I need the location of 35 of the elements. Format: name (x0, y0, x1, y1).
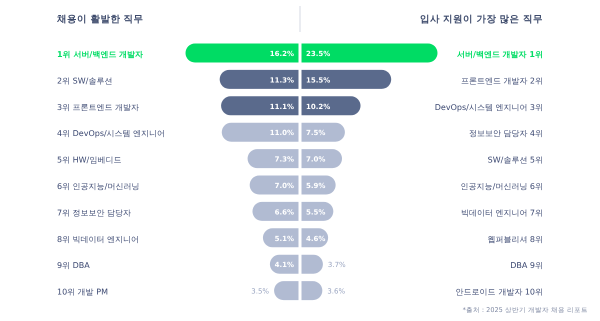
bar (302, 96, 361, 116)
y-tick-label: 인공지능/머신러닝 6위 (460, 182, 543, 191)
y-tick-label: 10위 개발 PM (57, 288, 108, 297)
y-tick-label: 4위 DevOps/시스템 엔지니어 (57, 129, 166, 138)
y-tick-label: 8위 빅데이터 엔지니어 (57, 234, 140, 244)
bar (186, 44, 298, 62)
y-tick-label: 1위 서버/백엔드 개발자 (57, 50, 144, 59)
y-tick-label: 7위 정보보안 담당자 (57, 208, 132, 218)
y-tick-label: 서버/백엔드 개발자 1위 (456, 50, 543, 59)
bar (220, 70, 298, 89)
bar (302, 70, 392, 89)
text: 채용이 활발한 직무 (56, 14, 144, 25)
bar (302, 149, 342, 168)
y-tick-label: DBA 9위 (510, 261, 543, 270)
bar (262, 228, 298, 248)
y-tick-label: 9위 DBA (57, 261, 90, 270)
text: 입사 지원이 가장 많은 직무 (420, 14, 543, 25)
y-tick-label: 2위 SW/솔루션 (57, 76, 112, 86)
y-tick-label: 5위 HW/임베디드 (57, 156, 122, 165)
bar (222, 122, 298, 142)
bar (221, 96, 298, 116)
bar (250, 176, 298, 194)
bar (248, 149, 298, 168)
y-tick-label: DevOps/시스템 엔지니어 3위 (434, 102, 543, 112)
bar (302, 122, 345, 142)
y-tick-label: SW/솔루션 5위 (488, 156, 543, 165)
y-tick-label: 6위 인공지능/머신러닝 (57, 182, 140, 191)
bar (302, 44, 438, 62)
bar (252, 202, 298, 221)
y-tick-label: 웹퍼블리셔 8위 (487, 234, 543, 244)
y-tick-label: 안드로이드 개발자 10위 (456, 288, 543, 297)
y-tick-label: 정보보안 담당자 4위 (468, 129, 543, 138)
y-tick-label: 3위 프론트엔드 개발자 (57, 102, 140, 112)
y-tick-label: 프론트엔드 개발자 2위 (460, 76, 543, 86)
y-tick-label: 빅데이터 엔지니어 7위 (460, 208, 543, 218)
